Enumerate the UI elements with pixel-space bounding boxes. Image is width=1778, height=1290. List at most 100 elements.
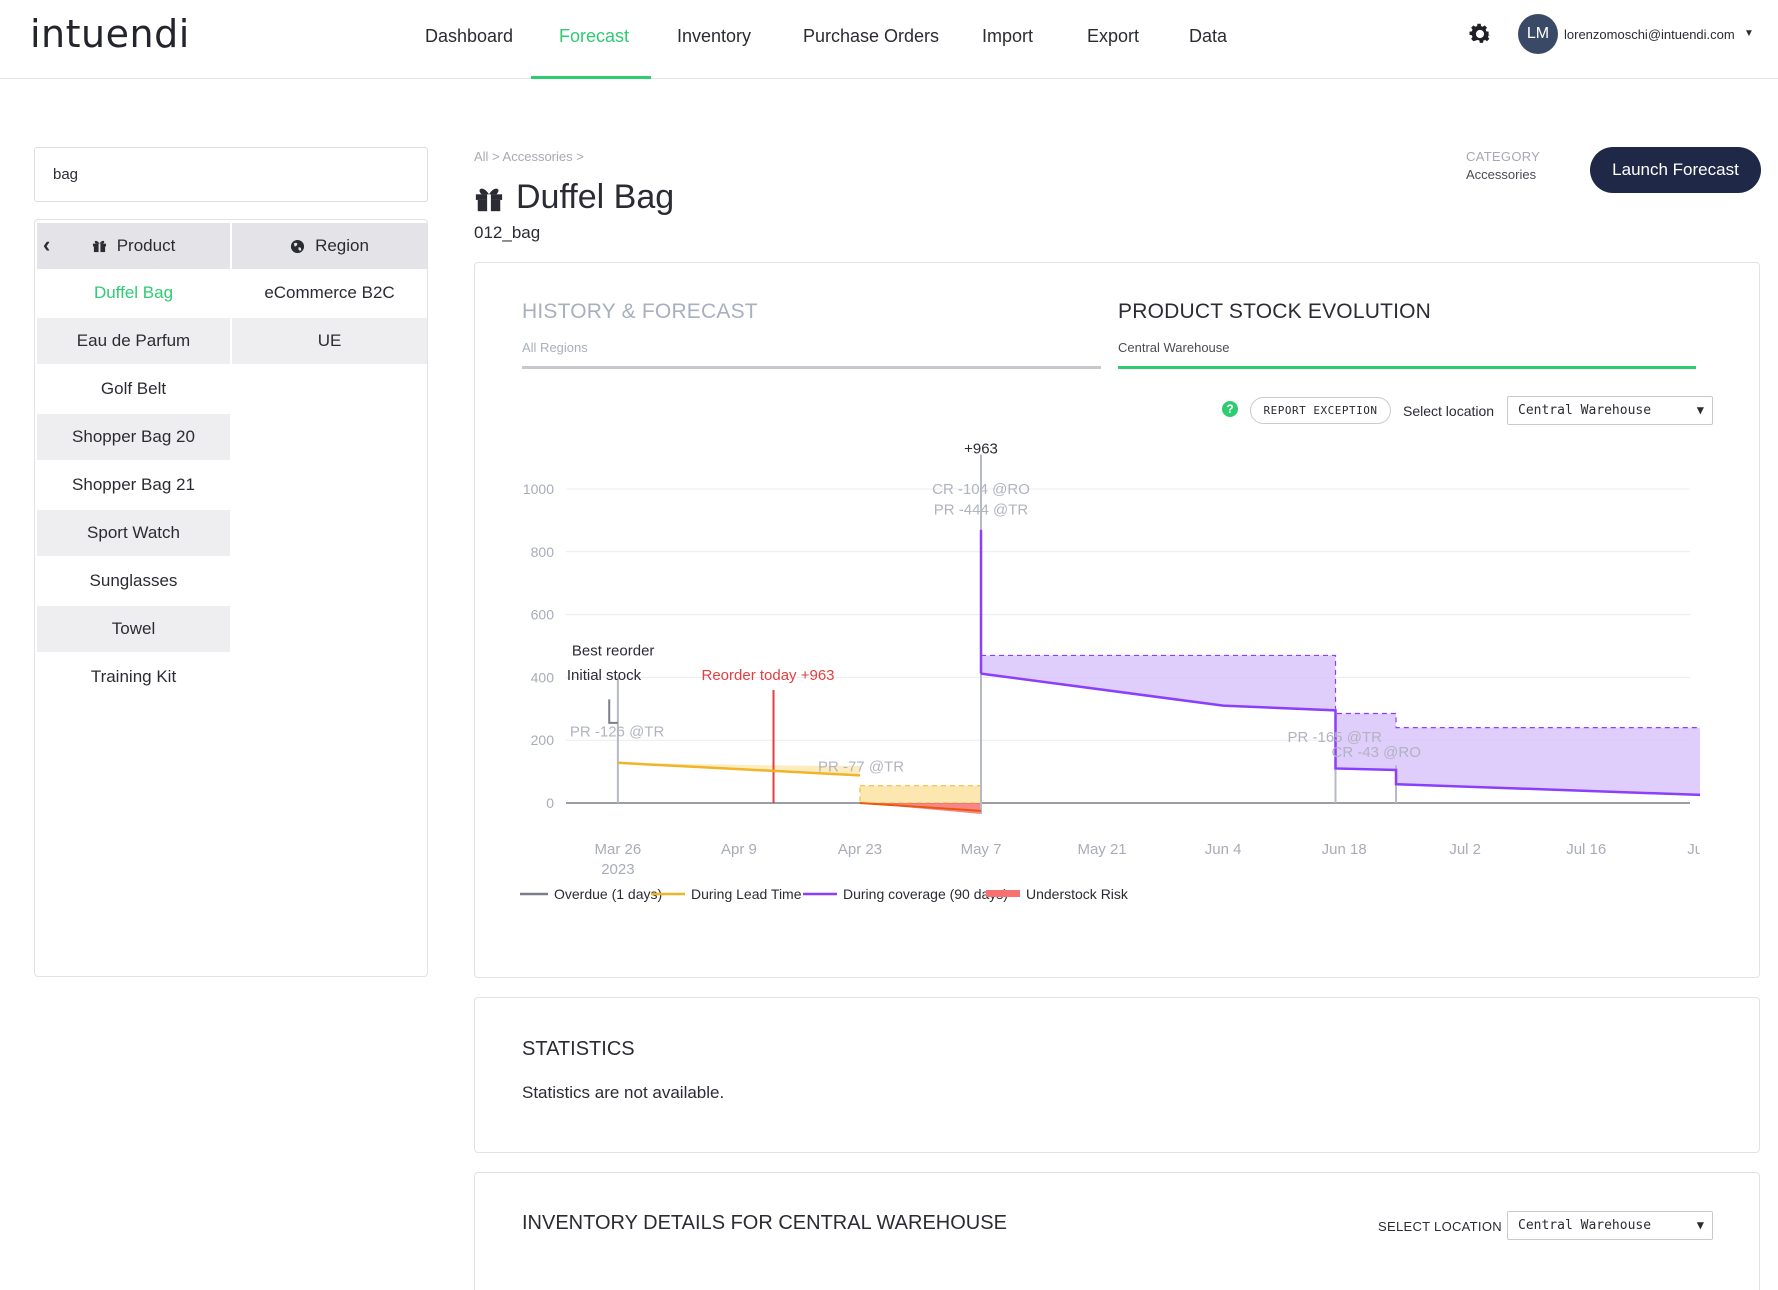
coverage-line xyxy=(980,672,1700,797)
pr-jun-label: PR -165 @TR xyxy=(1288,729,1383,746)
region-item-ue[interactable]: UE xyxy=(232,318,427,364)
y-tick-label: 400 xyxy=(531,669,555,685)
x-tick-label: Jul 2 xyxy=(1449,841,1481,858)
product-item-duffel-bag[interactable]: Duffel Bag xyxy=(93,283,174,302)
initial-stock-label: Initial stock xyxy=(567,667,642,684)
globe-icon xyxy=(291,239,305,253)
overdue-line xyxy=(608,699,618,724)
legend-swatch xyxy=(986,890,1020,897)
x-tick-label: Jul 16 xyxy=(1566,841,1606,858)
best-reorder-label: Best reorder xyxy=(572,642,655,659)
x-tick-label: Apr 23 xyxy=(838,841,882,858)
nav-import[interactable]: Import xyxy=(982,26,1034,46)
y-tick-label: 600 xyxy=(531,607,555,623)
x-tick-label: May 7 xyxy=(961,841,1002,858)
peak-label: +963 xyxy=(964,441,998,458)
tab-history-subtitle: All Regions xyxy=(522,340,588,355)
report-exception-button[interactable]: REPORT EXCEPTION xyxy=(1250,397,1391,424)
reorder-today-label: Reorder today +963 xyxy=(702,667,835,684)
product-item-shopper-bag-20[interactable]: Shopper Bag 20 xyxy=(37,414,230,460)
legend-label: During Lead Time xyxy=(691,886,802,902)
dropdown-caret-icon: ▼ xyxy=(1696,403,1704,417)
region-column-header[interactable]: Region xyxy=(232,223,427,269)
understock-line xyxy=(859,802,982,812)
launch-forecast-button[interactable]: Launch Forecast xyxy=(1590,147,1761,193)
cr-peak-label: CR -104 @RO xyxy=(932,481,1030,498)
y-tick-label: 1000 xyxy=(523,481,554,497)
dropdown-caret-icon: ▼ xyxy=(1696,1218,1704,1232)
legend-label: Understock Risk xyxy=(1026,886,1129,902)
product-item-sport-watch[interactable]: Sport Watch xyxy=(37,510,230,556)
tab-stock-evolution[interactable]: PRODUCT STOCK EVOLUTION Central Warehous… xyxy=(1118,300,1431,355)
x-year-label: 2023 xyxy=(601,861,634,878)
pr-initial-label: PR -126 @TR xyxy=(570,723,665,740)
tab-history-underline xyxy=(522,366,1101,369)
chevron-down-icon[interactable]: ▼ xyxy=(1744,28,1754,39)
category-value: Accessories xyxy=(1466,167,1537,182)
inventory-title: INVENTORY DETAILS FOR CENTRAL WAREHOUSE xyxy=(522,1212,1007,1234)
breadcrumb[interactable]: All > Accessories > xyxy=(474,149,584,164)
product-item-shopper-bag-21[interactable]: Shopper Bag 21 xyxy=(72,475,195,494)
product-item-sunglasses[interactable]: Sunglasses xyxy=(89,571,178,590)
product-item-training-kit[interactable]: Training Kit xyxy=(90,667,177,686)
product-item-eau-de-parfum[interactable]: Eau de Parfum xyxy=(37,318,230,364)
x-tick-label: Apr 9 xyxy=(721,841,757,858)
legend-label: Overdue (1 days) xyxy=(554,886,662,902)
x-tick-label: Jun 18 xyxy=(1322,841,1367,858)
product-column-header[interactable]: Product xyxy=(37,223,230,269)
product-code: 012_bag xyxy=(474,223,541,242)
help-icon[interactable]: ? xyxy=(1222,401,1238,417)
product-region-panel: Product ‹ Region Duffel Bag Eau de Parfu… xyxy=(34,219,428,977)
coverage-area xyxy=(981,655,1336,711)
stock-chart-card xyxy=(474,262,1760,978)
inventory-location-select[interactable]: Central Warehouse ▼ xyxy=(1507,1211,1713,1240)
stock-evolution-chart[interactable]: 0 200 400 600 800 1000 Mar 26 Apr 9 Apr 23 May 7 M… xyxy=(520,430,1700,910)
y-tick-label: 200 xyxy=(531,732,555,748)
back-arrow-icon[interactable]: ‹ xyxy=(43,232,51,257)
lead-time-line xyxy=(617,761,861,777)
region-header-label: Region xyxy=(315,236,369,255)
x-tick-label: May 21 xyxy=(1077,841,1126,858)
location-select[interactable]: Central Warehouse ▼ xyxy=(1507,396,1713,425)
inventory-location-value: Central Warehouse xyxy=(1518,1218,1652,1233)
y-tick-label: 0 xyxy=(546,795,554,811)
nav-export[interactable]: Export xyxy=(1087,26,1140,46)
coverage-area xyxy=(1396,727,1700,795)
inventory-select-label: SELECT LOCATION xyxy=(1378,1219,1502,1234)
app-logo[interactable]: intuendi xyxy=(30,12,190,56)
location-select-value: Central Warehouse xyxy=(1518,403,1652,418)
cr-jun-label: CR -43 @RO xyxy=(1332,744,1421,761)
product-header-label: Product xyxy=(116,236,176,255)
select-location-label: Select location xyxy=(1403,403,1495,419)
user-email[interactable]: lorenzomoschi@intuendi.com xyxy=(1564,27,1735,42)
nav-dashboard[interactable]: Dashboard xyxy=(425,26,514,46)
gift-icon xyxy=(92,240,106,253)
tab-stock-subtitle: Central Warehouse xyxy=(1118,340,1230,355)
product-item-towel[interactable]: Towel xyxy=(37,606,230,652)
statistics-card xyxy=(474,997,1760,1153)
tab-history-title: HISTORY & FORECAST xyxy=(522,300,758,323)
y-tick-label: 800 xyxy=(531,544,555,560)
top-navbar: intuendi Dashboard Forecast Inventory Pu… xyxy=(0,0,1778,79)
tab-history-forecast[interactable]: HISTORY & FORECAST All Regions xyxy=(522,300,758,355)
legend-label: During coverage (90 days) xyxy=(843,886,1008,902)
pr-lead-label: PR -77 @TR xyxy=(818,759,904,776)
region-item-ecommerce-b2c[interactable]: eCommerce B2C xyxy=(264,283,395,302)
nav-purchase-orders[interactable]: Purchase Orders xyxy=(803,26,940,46)
page-title: Duffel Bag xyxy=(516,178,675,216)
avatar[interactable]: LM xyxy=(1518,14,1558,54)
statistics-text: Statistics are not available. xyxy=(522,1083,725,1102)
tab-stock-title: PRODUCT STOCK EVOLUTION xyxy=(1118,300,1432,323)
search-input[interactable]: bag xyxy=(34,147,428,202)
pr-peak-label: PR -444 @TR xyxy=(934,501,1029,518)
lead-time-box xyxy=(859,785,982,804)
nav-active-indicator xyxy=(531,76,651,79)
statistics-title: STATISTICS xyxy=(522,1038,635,1060)
product-item-golf-belt[interactable]: Golf Belt xyxy=(100,379,167,398)
nav-data[interactable]: Data xyxy=(1189,26,1228,46)
coverage-area xyxy=(1335,713,1397,771)
gear-icon[interactable] xyxy=(1466,20,1494,48)
coverage-dashed-line xyxy=(981,654,1700,729)
nav-forecast[interactable]: Forecast xyxy=(559,26,630,46)
nav-inventory[interactable]: Inventory xyxy=(677,26,752,46)
